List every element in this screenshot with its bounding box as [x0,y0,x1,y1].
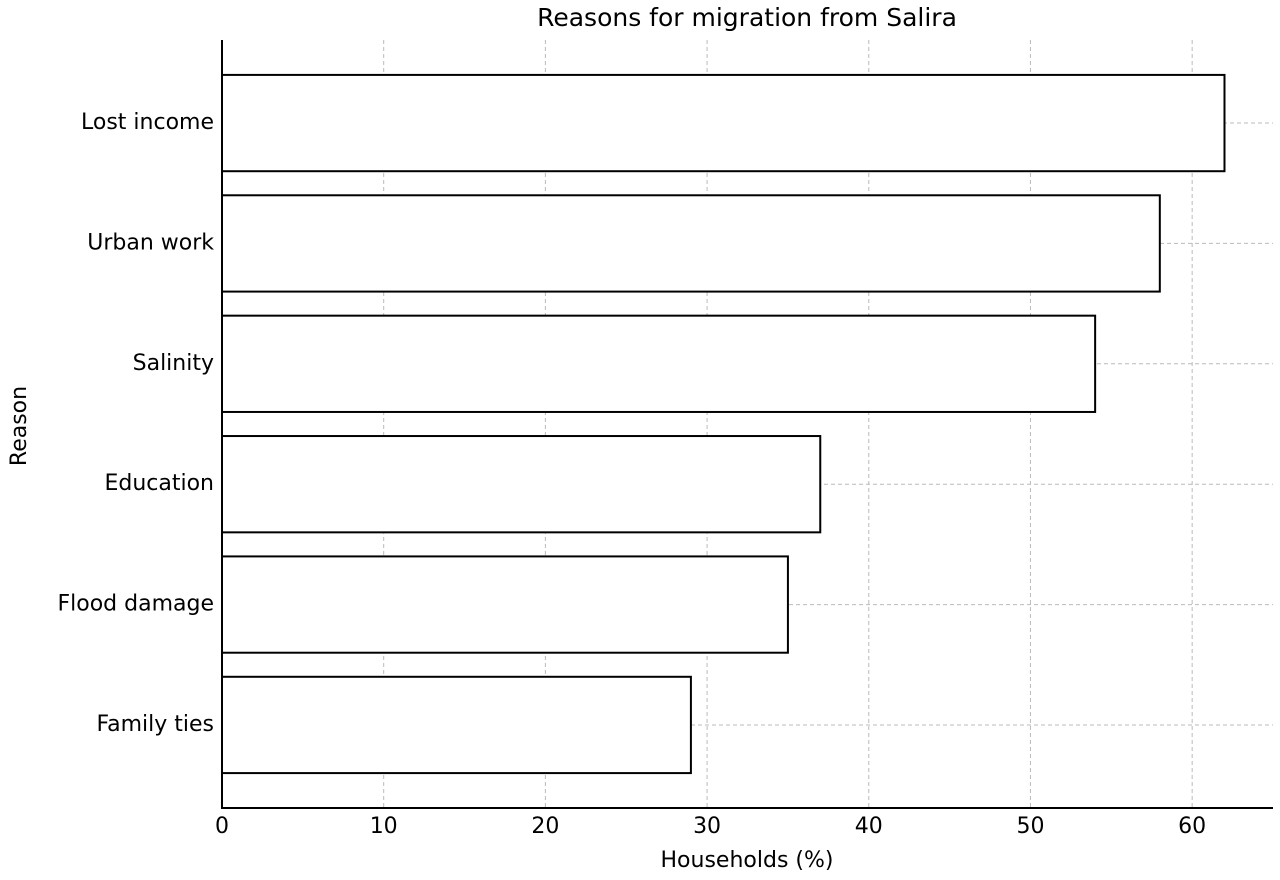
y-axis-label: Reason [7,386,32,466]
bar [221,73,1226,173]
x-axis-label: Households (%) [661,848,834,873]
chart-title: Reasons for migration from Salira [537,3,957,32]
y-tick-label: Family ties [96,712,214,737]
y-tick-label: Urban work [87,230,214,255]
x-tick-label: 50 [1016,814,1044,839]
bar [221,194,1161,293]
x-tick-label: 0 [215,814,229,839]
plot-area [221,73,1226,775]
bar [221,314,1097,413]
bar [221,675,692,775]
y-tick-label: Flood damage [57,592,214,617]
x-tick-label: 60 [1178,814,1206,839]
x-tick-label: 10 [370,814,398,839]
x-tick-label: 30 [693,814,721,839]
y-tick-label: Salinity [133,351,214,376]
x-tick-label: 20 [531,814,559,839]
bar [221,435,822,534]
y-tick-label: Lost income [81,110,214,135]
x-tick-label: 40 [855,814,883,839]
bar [221,555,789,654]
y-tick-label: Education [104,471,214,496]
